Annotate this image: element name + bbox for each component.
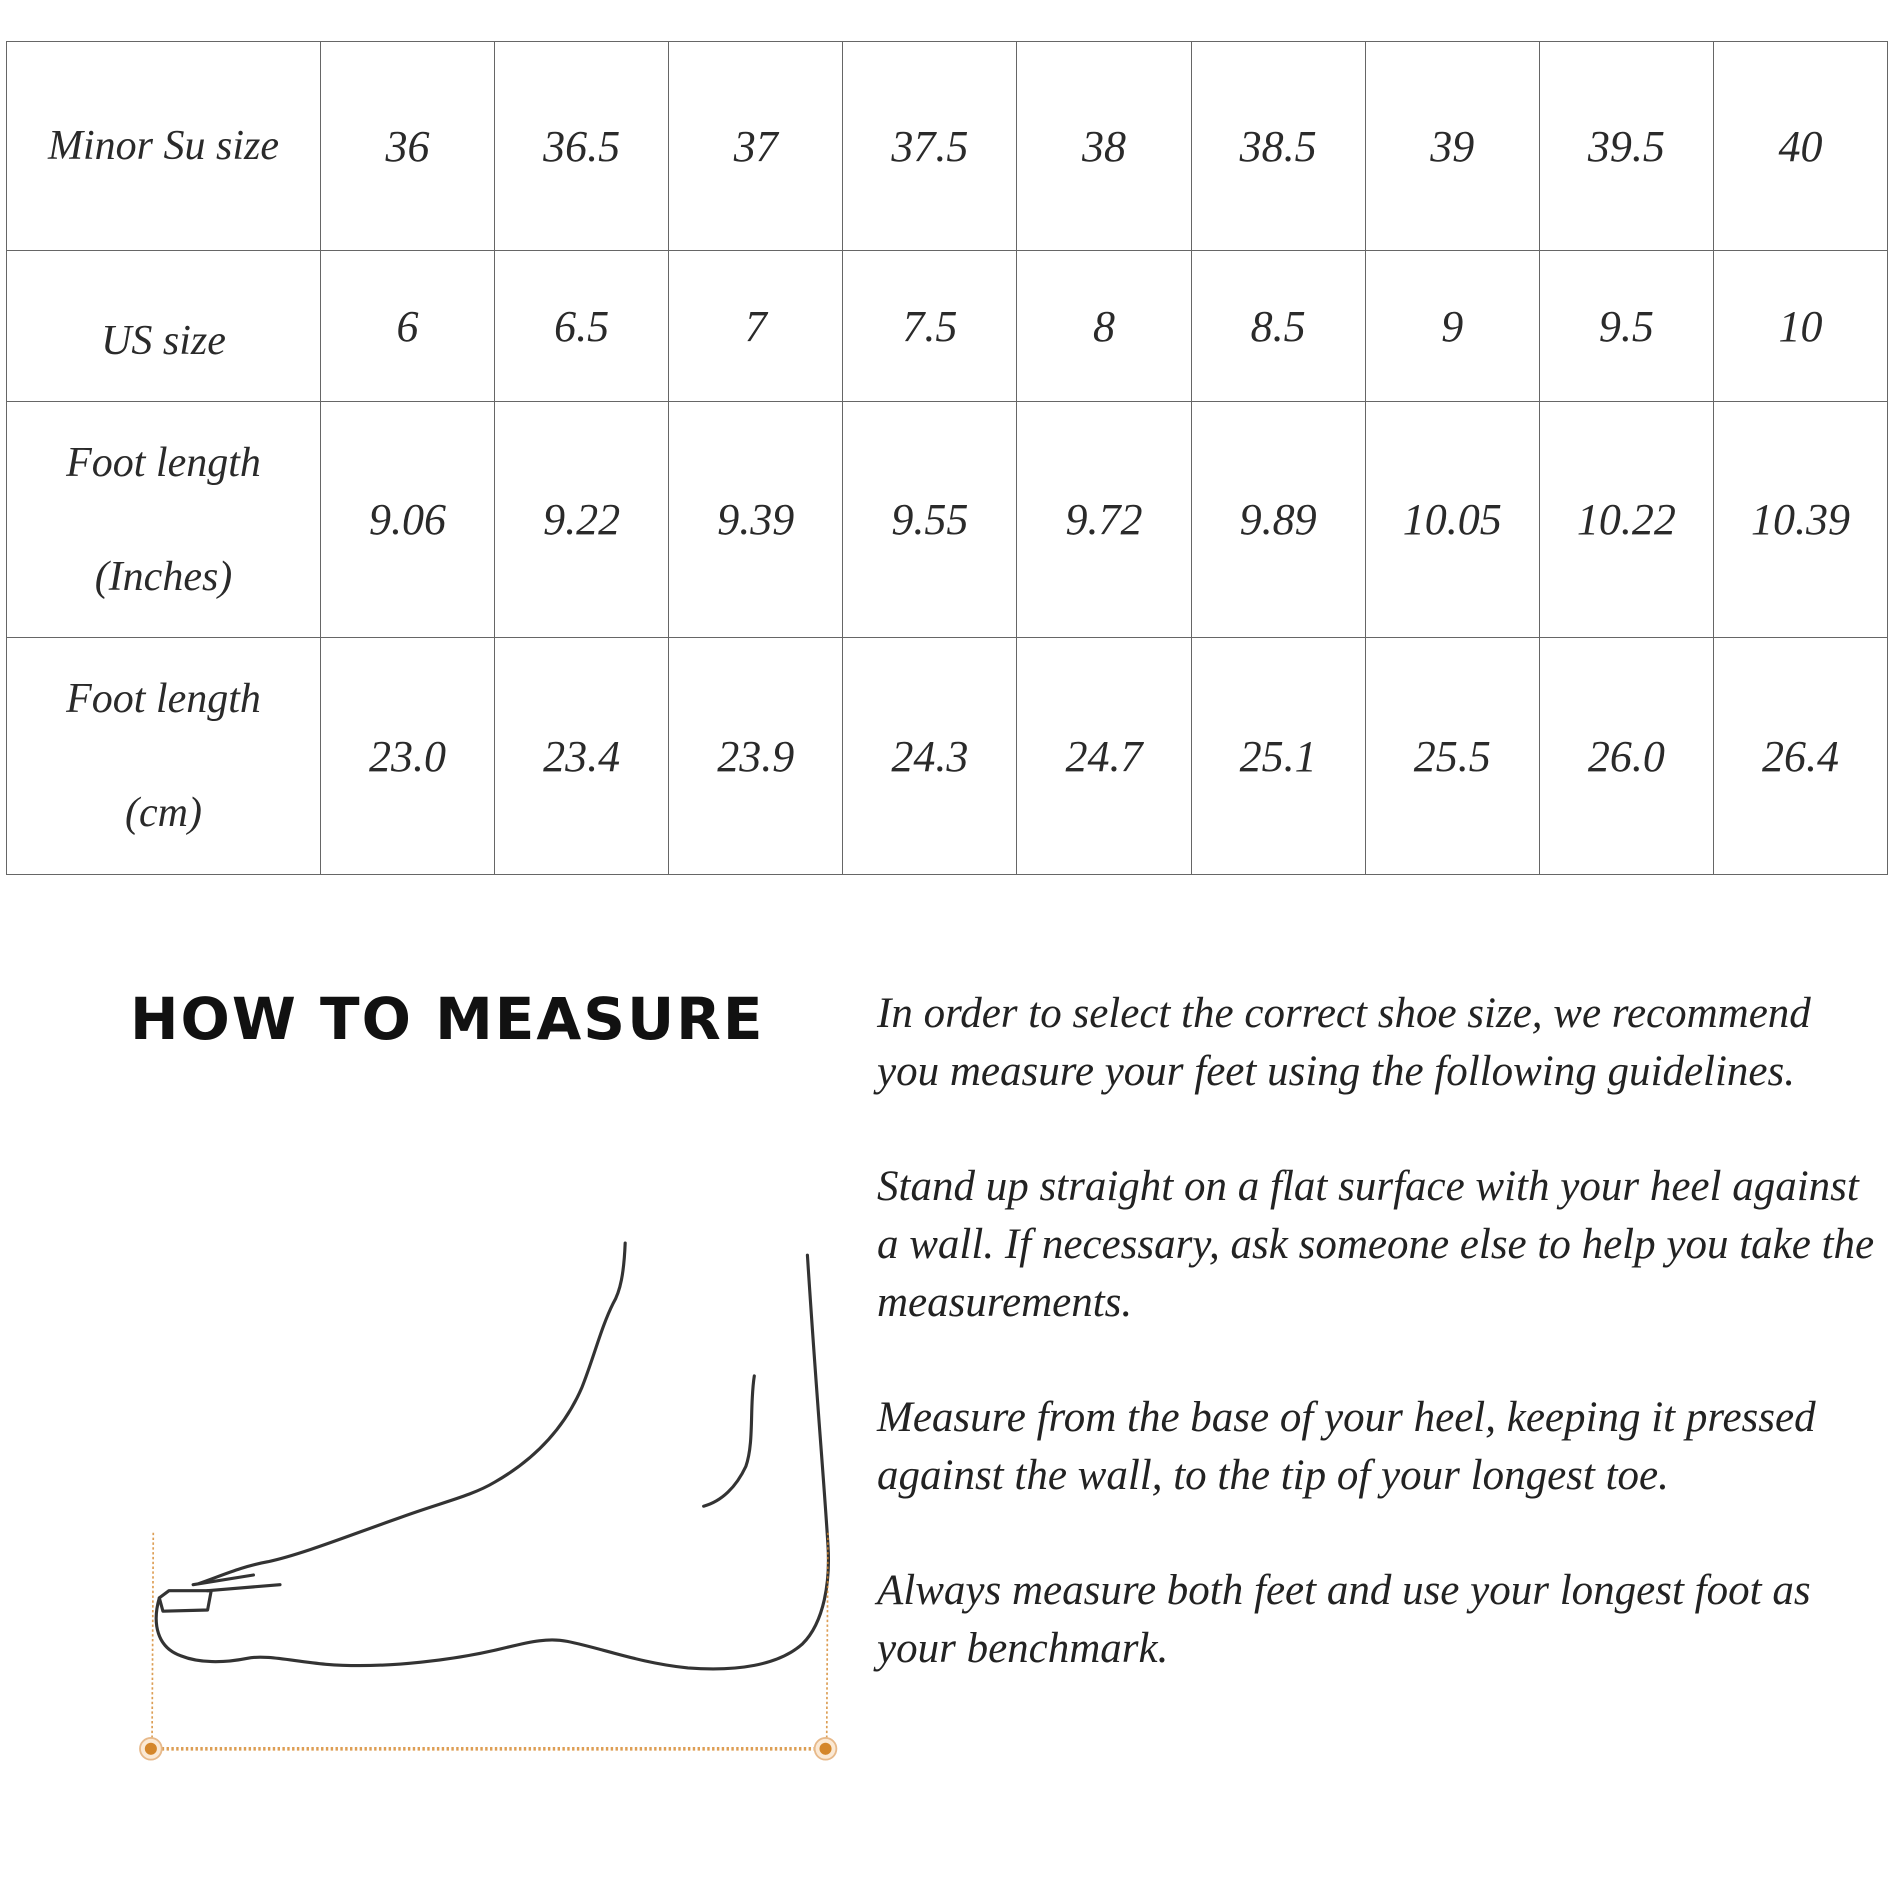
size-chart-table: Minor Su size 36 36.5 37 37.5 38 38.5 39 39.5 40 U… [6, 41, 1889, 875]
size-cell: 9.5 [1538, 250, 1714, 402]
size-cell: 36.5 [494, 41, 670, 251]
size-cell: 38.5 [1190, 41, 1366, 251]
size-chart-row: US size 6 6.5 7 7.5 8 8.5 9 9.5 10 [6, 250, 1889, 402]
size-cell: 39.5 [1538, 41, 1714, 251]
size-cell: 10.05 [1364, 401, 1540, 638]
size-cell: 24.3 [842, 637, 1018, 875]
size-cell: 9.06 [319, 401, 496, 638]
size-cell: 37 [668, 41, 844, 251]
size-cell: 23.0 [319, 637, 496, 875]
ankle-line [702, 1374, 756, 1508]
size-cell: 9.22 [494, 401, 670, 638]
toe-line [206, 1583, 282, 1593]
size-cell: 36 [319, 41, 496, 251]
size-cell: 7 [668, 250, 844, 402]
heel-guide-line [825, 1532, 829, 1738]
row-label-line: Foot length [66, 676, 261, 722]
row-label-text: US size [101, 318, 226, 364]
size-cell: 10 [1712, 250, 1889, 402]
size-cell: 8.5 [1190, 250, 1366, 402]
row-label: US size [6, 250, 321, 402]
measure-endpoint [139, 1737, 838, 1761]
size-cell: 23.9 [668, 637, 844, 875]
size-cell: 7.5 [842, 250, 1018, 402]
instruction-paragraph: Always measure both feet and use your lo… [877, 1567, 1811, 1672]
size-cell: 23.4 [494, 637, 670, 875]
foot-top-outline [197, 1241, 627, 1586]
size-cell: 24.7 [1016, 637, 1192, 875]
size-chart-row: Minor Su size 36 36.5 37 37.5 38 38.5 39 39.5 40 [6, 41, 1889, 251]
size-cell: 40 [1712, 41, 1889, 251]
size-cell: 9.89 [1190, 401, 1366, 638]
toe-guide-line [151, 1532, 155, 1738]
toenail [157, 1589, 213, 1613]
size-cell: 26.4 [1712, 637, 1889, 875]
size-cell: 6.5 [494, 250, 670, 402]
size-cell: 9.55 [842, 401, 1018, 638]
size-chart-row: Foot length (cm) 23.0 23.4 23.9 24.3 24.7 25.1 2… [6, 637, 1889, 875]
size-cell: 6 [319, 250, 496, 402]
size-cell: 39 [1364, 41, 1540, 251]
size-chart-row: Foot length (Inches) 9.06 9.22 9.39 9.55 9.72 9… [6, 401, 1889, 638]
row-label-line: (Inches) [94, 553, 233, 600]
size-cell: 9.72 [1016, 401, 1192, 638]
row-label: Minor Su size [6, 41, 321, 251]
size-cell: 38 [1016, 41, 1192, 251]
size-cell: 26.0 [1538, 637, 1714, 875]
row-label: Foot length (Inches) [6, 401, 321, 638]
foot-sole-outline [154, 1253, 830, 1671]
size-cell: 10.22 [1538, 401, 1714, 638]
size-cell: 9 [1364, 250, 1540, 402]
row-label-line: (cm) [125, 790, 202, 836]
instruction-paragraph: Measure from the base of your heel, keep… [877, 1394, 1816, 1499]
toe-line [191, 1573, 256, 1587]
instruction-paragraph: Stand up straight on a flat surface with… [877, 1163, 1875, 1326]
size-cell: 37.5 [842, 41, 1018, 251]
instruction-paragraph: In order to select the correct shoe size… [877, 990, 1811, 1095]
size-cell: 25.5 [1364, 637, 1540, 875]
how-to-measure-title: HOW TO MEASURE [130, 985, 765, 1053]
size-cell: 25.1 [1190, 637, 1366, 875]
row-label-text: Minor Su size [48, 123, 279, 169]
measure-instructions: In order to select the correct shoe size… [877, 985, 1877, 1735]
size-cell: 8 [1016, 250, 1192, 402]
row-label: Foot length (cm) [6, 637, 321, 875]
row-label-line: Foot length [66, 439, 261, 486]
size-cell: 10.39 [1712, 401, 1889, 638]
size-cell: 9.39 [668, 401, 844, 638]
